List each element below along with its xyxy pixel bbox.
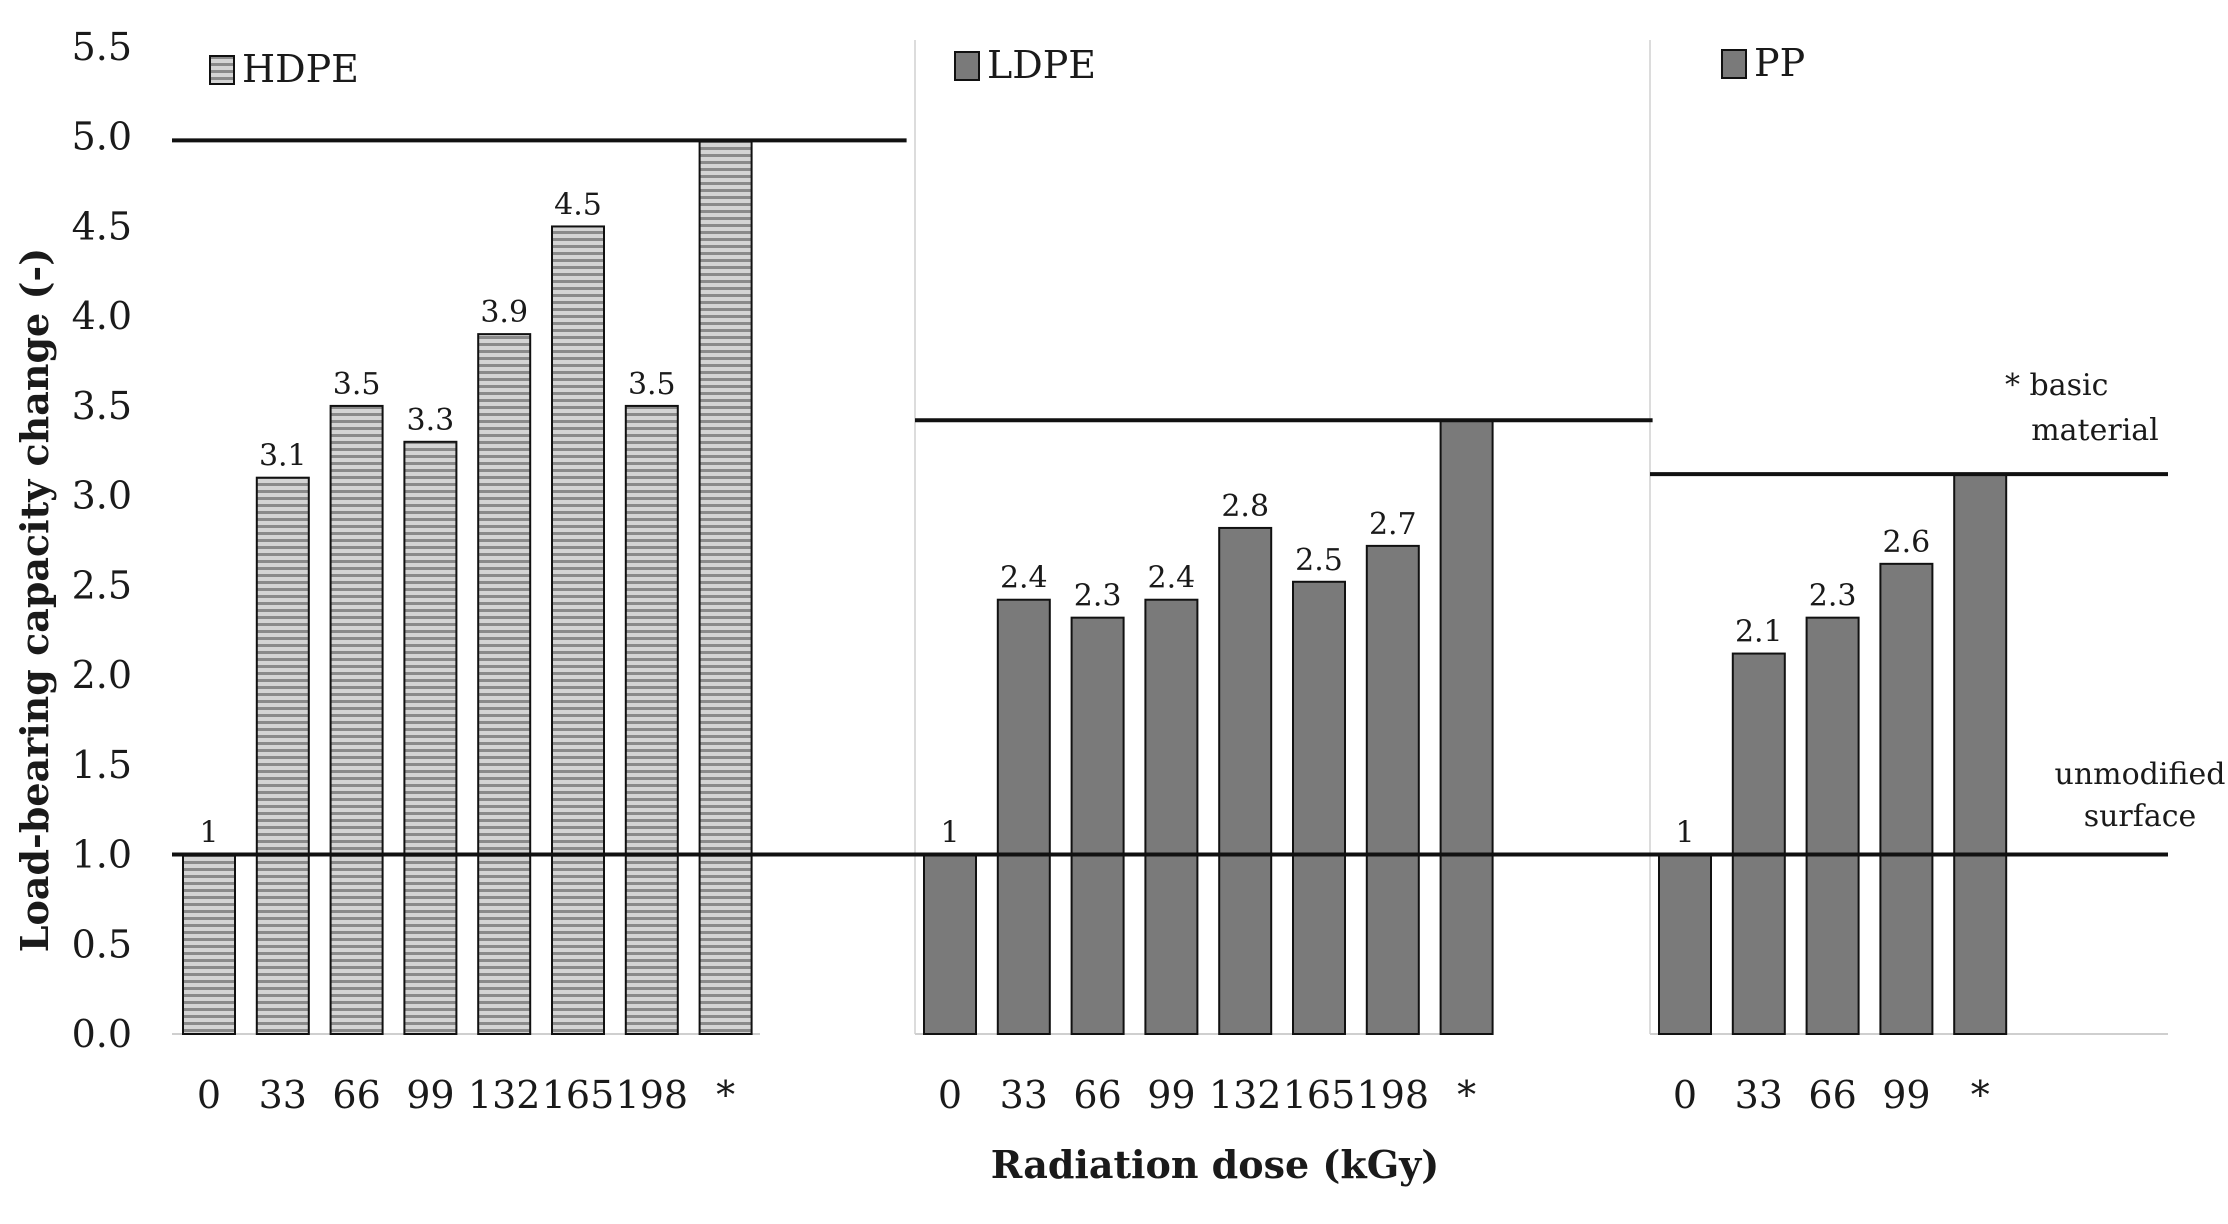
y-tick-label: 5.5 [72, 25, 132, 69]
data-label: 3.1 [259, 439, 307, 474]
data-label: 2.6 [1883, 525, 1931, 560]
y-tick-label: 1.5 [72, 743, 132, 787]
y-tick-label: 0.0 [72, 1012, 132, 1056]
legend-swatch-pp [1721, 49, 1747, 79]
bar-hdpe-165 [551, 225, 605, 1036]
x-tick-label: * [1971, 1073, 1990, 1117]
data-label: 1 [940, 816, 959, 851]
x-tick-label: 165 [542, 1073, 615, 1117]
bar-ldpe-165 [1292, 580, 1346, 1035]
bar-ldpe-basic [1439, 419, 1494, 1035]
y-tick-label: 4.5 [72, 204, 132, 248]
y-tick-label: 3.0 [72, 474, 132, 518]
bar-ldpe-198 [1365, 544, 1420, 1035]
y-tick-label: 4.0 [72, 294, 132, 338]
x-tick-label: 0 [197, 1073, 221, 1117]
x-axis-title: Radiation dose (kGy) [991, 1142, 1439, 1187]
x-tick-label: 198 [1357, 1073, 1430, 1117]
legend-swatch-hdpe [209, 55, 235, 85]
y-tick-label: 2.0 [72, 653, 132, 697]
data-label: 3.9 [480, 295, 528, 330]
x-tick-label: 132 [468, 1073, 541, 1117]
x-tick-label: * [1457, 1073, 1476, 1117]
data-label: 2.5 [1295, 543, 1343, 578]
data-label: 2.3 [1074, 579, 1122, 614]
legend-swatch-ldpe [954, 51, 980, 81]
x-tick-label: 0 [1673, 1073, 1697, 1117]
x-tick-label: 66 [332, 1073, 380, 1117]
bar-hdpe-132 [477, 333, 532, 1035]
x-tick-label: 33 [1735, 1073, 1783, 1117]
x-tick-label: 165 [1283, 1073, 1356, 1117]
bar-hdpe-33 [255, 476, 310, 1035]
x-tick-label: 132 [1209, 1073, 1282, 1117]
data-label: 2.1 [1735, 615, 1783, 650]
x-tick-label: 0 [938, 1073, 962, 1117]
data-label: 3.5 [333, 367, 381, 402]
data-label: 1 [1675, 816, 1694, 851]
bar-pp-basic [1953, 473, 2008, 1035]
data-label: 4.5 [554, 187, 602, 222]
bar-pp-66 [1805, 616, 1860, 1035]
legend-label-pp: PP [1754, 41, 1805, 85]
x-tick-label: 33 [259, 1073, 307, 1117]
x-tick-label: 33 [1000, 1073, 1048, 1117]
bar-ldpe-132 [1218, 526, 1273, 1035]
y-tick-label: 2.5 [72, 563, 132, 607]
bar-ldpe-0 [923, 853, 977, 1036]
bar-hdpe-99 [403, 440, 458, 1035]
x-tick-label: 198 [616, 1073, 689, 1117]
legend-label-ldpe: LDPE [987, 43, 1096, 87]
data-label: 2.4 [1148, 561, 1196, 596]
y-tick-label: 0.5 [72, 922, 132, 966]
x-tick-label: 66 [1808, 1073, 1856, 1117]
data-label: 2.4 [1000, 561, 1048, 596]
x-tick-label: 99 [406, 1073, 454, 1117]
bar-hdpe-0 [182, 853, 236, 1036]
data-label: 2.3 [1809, 579, 1857, 614]
y-tick-label: 1.0 [72, 833, 132, 877]
x-tick-label: * [716, 1073, 735, 1117]
bar-pp-33 [1731, 652, 1786, 1035]
bars-layer [182, 139, 2008, 1036]
bar-pp-99 [1879, 562, 1934, 1035]
x-tick-label: 99 [1882, 1073, 1930, 1117]
data-label: 3.3 [407, 403, 455, 438]
data-label: 2.8 [1221, 489, 1269, 524]
lines-layer [172, 138, 2168, 857]
bar-hdpe-basic [698, 139, 753, 1036]
basic-material-note-1: * basic [2005, 368, 2108, 403]
x-tick-label: 66 [1073, 1073, 1121, 1117]
basic-material-note-2: material [2031, 413, 2159, 448]
data-label: 3.5 [628, 367, 676, 402]
y-tick-label: 3.5 [72, 384, 132, 428]
y-axis-title: Load-bearing capacity change (-) [12, 248, 57, 952]
bar-hdpe-198 [624, 404, 679, 1035]
data-label: 2.7 [1369, 507, 1417, 542]
x-tick-label: 99 [1147, 1073, 1195, 1117]
labels-layer: 0.0 0.5 1.0 1.5 2.0 2.5 3.0 3.5 4.0 4.5 5.0 5.5 1 0 3.… [72, 25, 1990, 1117]
bar-ldpe-33 [996, 598, 1051, 1035]
bar-hdpe-66 [329, 404, 384, 1035]
bar-ldpe-66 [1070, 616, 1125, 1035]
bar-ldpe-99 [1144, 598, 1199, 1035]
data-label: 1 [199, 816, 218, 851]
reference-line-label-1: unmodified [2055, 757, 2226, 792]
bar-pp-0 [1658, 853, 1712, 1036]
reference-line-label-2: surface [2084, 799, 2197, 834]
legend-label-hdpe: HDPE [242, 47, 359, 91]
y-tick-label: 5.0 [72, 115, 132, 159]
